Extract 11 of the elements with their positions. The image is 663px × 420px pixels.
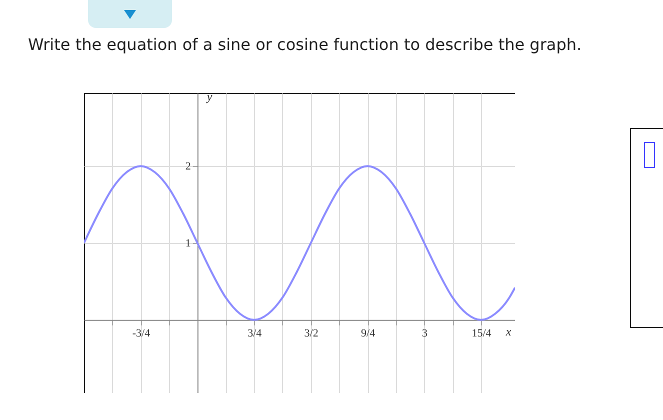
x-tick-label: 3 xyxy=(422,327,428,340)
y-tick-label: 1 xyxy=(185,238,191,250)
x-tick-label: 9/4 xyxy=(361,327,376,340)
x-axis-title: x xyxy=(504,324,512,338)
y-tick-label: 2 xyxy=(185,160,191,173)
y-axis-title: y xyxy=(206,90,213,104)
x-tick-label: -3/4 xyxy=(132,327,151,340)
chart-title: Write the equation of a sine or cosine function to describe the graph. xyxy=(28,35,582,54)
x-tick-label: 3/2 xyxy=(304,327,318,340)
x-tick-label: 15/4 xyxy=(472,327,492,340)
x-tick-label: 3/4 xyxy=(248,327,262,340)
